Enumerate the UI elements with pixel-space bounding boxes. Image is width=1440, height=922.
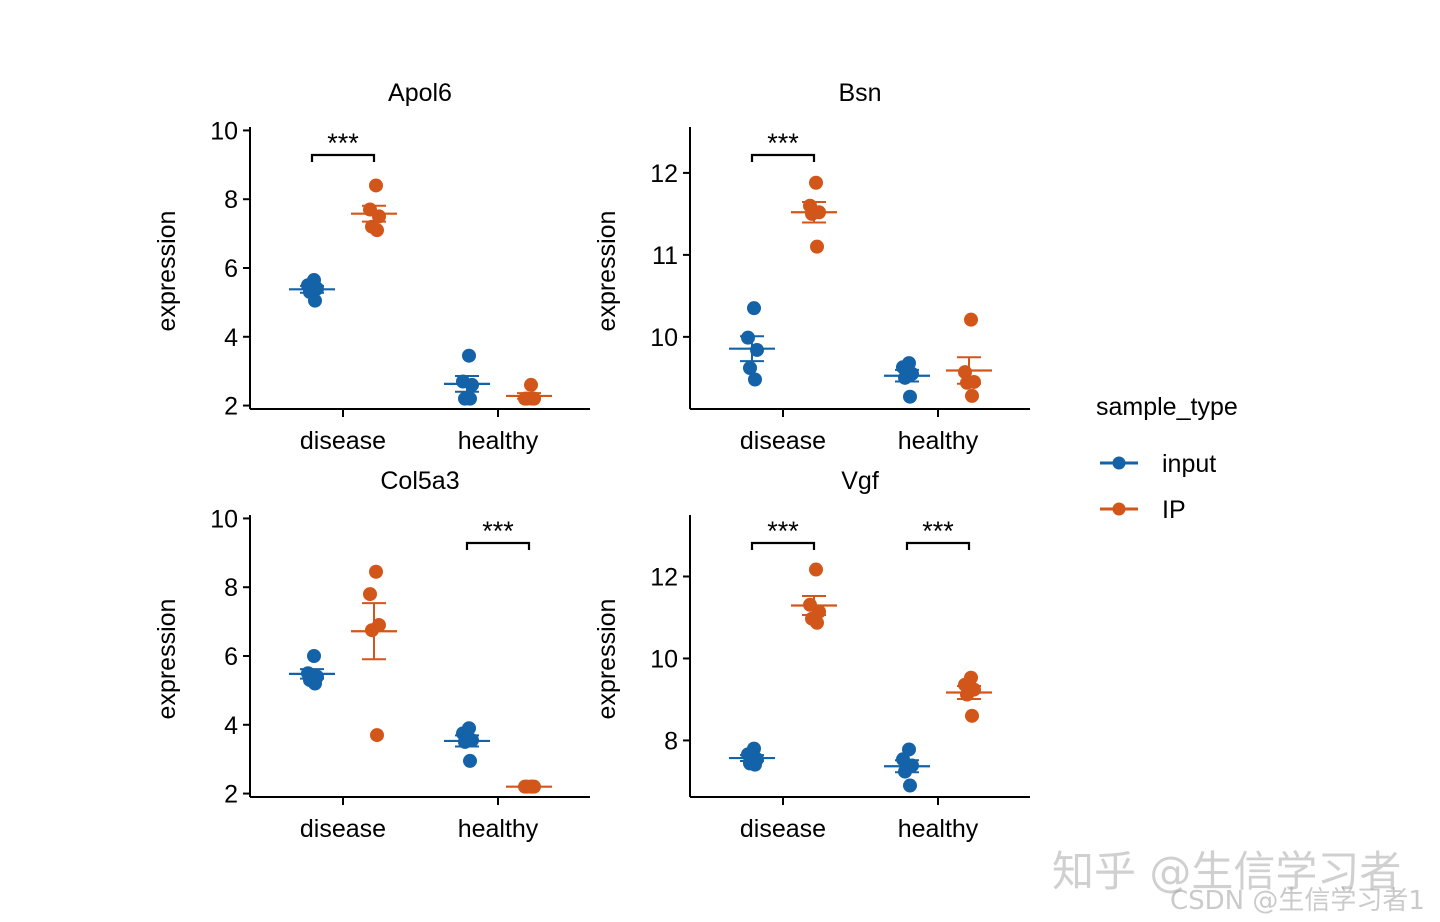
y-tick-label: 6 bbox=[224, 643, 238, 671]
significance-bracket bbox=[310, 153, 376, 162]
significance-bracket bbox=[750, 153, 816, 162]
y-tick-label: 12 bbox=[650, 160, 678, 188]
significance-label: *** bbox=[767, 128, 799, 158]
significance-label: *** bbox=[482, 516, 514, 546]
y-tick-label: 6 bbox=[224, 255, 238, 283]
y-tick-label: 4 bbox=[224, 324, 238, 352]
significance-bracket bbox=[750, 541, 816, 550]
legend-label: input bbox=[1162, 450, 1216, 478]
significance-label: *** bbox=[327, 128, 359, 158]
data-point-ip bbox=[810, 239, 824, 254]
panel-title: Col5a3 bbox=[380, 467, 459, 495]
significance-bracket bbox=[905, 541, 971, 550]
significance-bracket bbox=[465, 541, 531, 550]
data-point-ip bbox=[369, 178, 383, 193]
x-tick-label: disease bbox=[740, 427, 826, 455]
legend-key-point bbox=[1112, 502, 1126, 516]
data-point-ip bbox=[964, 312, 978, 327]
y-tick-label: 12 bbox=[650, 563, 678, 591]
data-point-input bbox=[463, 753, 477, 768]
y-axis-label: expression bbox=[593, 599, 621, 720]
y-axis-label: expression bbox=[153, 211, 181, 332]
data-point-ip bbox=[965, 388, 979, 403]
x-tick-label: healthy bbox=[458, 427, 539, 455]
data-point-input bbox=[463, 391, 477, 406]
y-tick-label: 11 bbox=[652, 242, 678, 270]
data-point-ip bbox=[805, 206, 819, 221]
y-tick-label: 8 bbox=[224, 186, 238, 214]
x-tick-label: disease bbox=[740, 815, 826, 843]
panel-apol6: Apol6 expression 2 4 6 8 10 disease healthy *** bbox=[153, 79, 590, 455]
x-tick-label: disease bbox=[300, 427, 386, 455]
x-tick-label: disease bbox=[300, 815, 386, 843]
legend-item-ip: IP bbox=[1100, 496, 1186, 524]
data-point-ip bbox=[370, 223, 384, 238]
watermark-csdn: CSDN @生信学习者1 bbox=[1170, 886, 1425, 916]
data-point-input bbox=[307, 649, 321, 663]
y-axis-label: expression bbox=[153, 599, 181, 720]
y-tick-label: 8 bbox=[224, 574, 238, 602]
y-tick-label: 10 bbox=[210, 505, 238, 533]
y-tick-label: 10 bbox=[650, 324, 678, 352]
significance-label: *** bbox=[767, 516, 799, 546]
legend-title: sample_type bbox=[1096, 393, 1238, 421]
data-point-ip bbox=[363, 587, 377, 602]
data-point-input bbox=[750, 342, 764, 357]
watermark-zhihu: 知乎 @生信学习者 bbox=[1052, 847, 1402, 896]
data-point-ip bbox=[810, 615, 824, 630]
x-tick-label: healthy bbox=[458, 815, 539, 843]
data-point-input bbox=[308, 676, 322, 691]
y-tick-label: 4 bbox=[224, 712, 238, 740]
legend-key-point bbox=[1112, 456, 1126, 470]
y-tick-label: 10 bbox=[650, 645, 678, 673]
legend-item-input: input bbox=[1100, 450, 1216, 478]
panel-title: Vgf bbox=[841, 467, 879, 495]
panel-bsn: Bsn expression 10 11 12 disease healthy *** bbox=[593, 79, 1030, 455]
panel-title: Bsn bbox=[838, 79, 881, 107]
y-tick-label: 10 bbox=[210, 117, 238, 145]
panel-col5a3: Col5a3 expression 2 4 6 8 10 disease healthy *** bbox=[153, 467, 590, 843]
x-tick-label: healthy bbox=[898, 427, 979, 455]
data-point-input bbox=[903, 778, 917, 793]
panel-title: Apol6 bbox=[388, 79, 452, 107]
legend-label: IP bbox=[1162, 496, 1186, 524]
significance-label: *** bbox=[922, 516, 954, 546]
y-tick-label: 8 bbox=[664, 727, 678, 755]
data-point-ip bbox=[524, 377, 538, 392]
y-axis-label: expression bbox=[593, 211, 621, 332]
data-point-input bbox=[748, 372, 762, 387]
data-point-input bbox=[748, 757, 762, 772]
data-point-ip bbox=[370, 728, 384, 743]
data-point-input bbox=[903, 389, 917, 404]
data-point-ip bbox=[809, 175, 823, 190]
y-tick-label: 2 bbox=[224, 781, 238, 809]
data-point-input bbox=[308, 293, 322, 308]
data-point-ip bbox=[369, 564, 383, 579]
x-tick-label: healthy bbox=[898, 815, 979, 843]
data-point-ip bbox=[809, 562, 823, 577]
data-point-input bbox=[743, 361, 757, 376]
data-point-input bbox=[898, 370, 912, 385]
panel-vgf: Vgf expression 8 10 12 disease healthy *** *** bbox=[593, 467, 1030, 843]
y-tick-label: 2 bbox=[224, 393, 238, 421]
data-point-ip bbox=[965, 708, 979, 723]
data-point-input bbox=[462, 348, 476, 363]
data-point-input bbox=[747, 301, 761, 316]
